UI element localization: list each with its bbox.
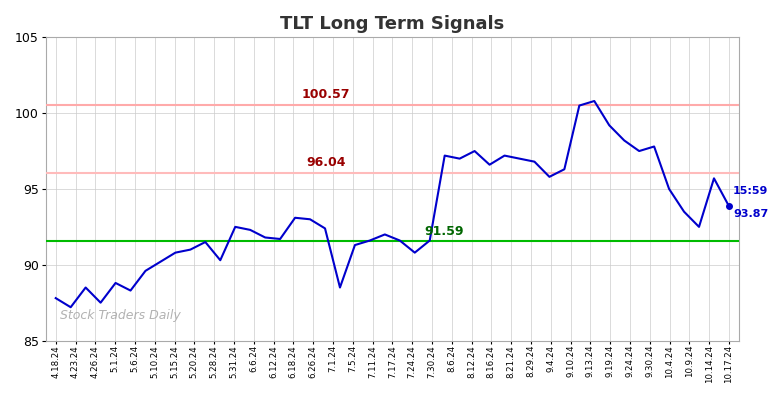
Text: 15:59: 15:59 bbox=[733, 186, 768, 196]
Text: 91.59: 91.59 bbox=[424, 225, 463, 238]
Text: Stock Traders Daily: Stock Traders Daily bbox=[60, 309, 180, 322]
Text: 96.04: 96.04 bbox=[307, 156, 346, 170]
Text: 93.87: 93.87 bbox=[733, 209, 768, 219]
Text: 100.57: 100.57 bbox=[302, 88, 350, 101]
Title: TLT Long Term Signals: TLT Long Term Signals bbox=[280, 15, 504, 33]
